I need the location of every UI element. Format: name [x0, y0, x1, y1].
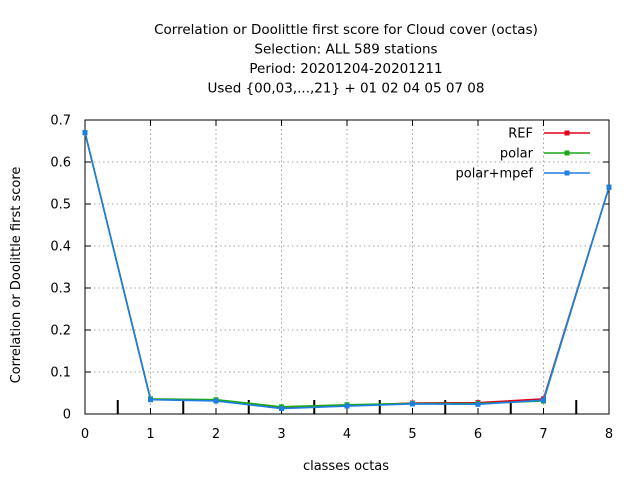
legend-swatch-marker — [564, 150, 570, 156]
y-tick-label: 0.3 — [50, 282, 71, 297]
x-axis-label: classes octas — [303, 459, 389, 474]
y-tick-label: 0.4 — [50, 240, 71, 255]
x-tick-label: 0 — [81, 427, 89, 442]
legend-label: polar+mpef — [455, 167, 533, 182]
y-tick-label: 0.5 — [50, 198, 71, 213]
data-point — [410, 401, 415, 407]
legend-swatch-marker — [564, 170, 570, 176]
y-axis-label: Correlation or Doolittle first score — [9, 167, 24, 384]
plot-frame — [84, 119, 610, 415]
data-point — [148, 397, 153, 403]
data-point — [606, 184, 612, 190]
chart-title-line: Period: 20201204-20201211 — [249, 61, 442, 77]
legend: REF polar polar+mpef — [455, 127, 590, 182]
x-tick-label: 7 — [539, 427, 547, 442]
data-point — [344, 403, 350, 409]
grid — [85, 120, 609, 414]
series-lines — [82, 130, 612, 412]
y-tick-label: 0 — [63, 408, 71, 423]
data-point — [541, 397, 546, 403]
y-tick-label: 0.2 — [50, 324, 71, 339]
x-tick-label: 5 — [408, 427, 416, 442]
chart-title-line: Used {00,03,...,21} + 01 02 04 05 07 08 — [208, 81, 485, 97]
legend-swatch-marker — [564, 130, 570, 136]
legend-label: REF — [508, 127, 533, 142]
data-point — [279, 406, 284, 412]
axes: 0 1 2 3 4 5 6 7 8 0 0.1 0.2 0.3 0.4 0.5 0.6 0.7 — [50, 114, 613, 443]
y-tick-label: 0.1 — [50, 366, 71, 381]
x-tick-label: 2 — [212, 427, 220, 442]
x-tick-label: 6 — [474, 427, 482, 442]
y-tick-label: 0.6 — [50, 156, 71, 171]
chart-title-line: Correlation or Doolittle first score for… — [154, 22, 538, 38]
data-point — [213, 398, 219, 404]
chart-title: Correlation or Doolittle first score for… — [154, 22, 538, 97]
chart-title-line: Selection: ALL 589 stations — [254, 42, 437, 58]
x-tick-label: 3 — [277, 427, 285, 442]
x-tick-label: 1 — [146, 427, 154, 442]
data-point — [82, 130, 88, 136]
legend-label: polar — [500, 147, 534, 162]
data-point — [475, 401, 481, 407]
x-tick-label: 4 — [343, 427, 351, 442]
x-tick-label: 8 — [605, 427, 613, 442]
y-tick-label: 0.7 — [50, 114, 71, 129]
